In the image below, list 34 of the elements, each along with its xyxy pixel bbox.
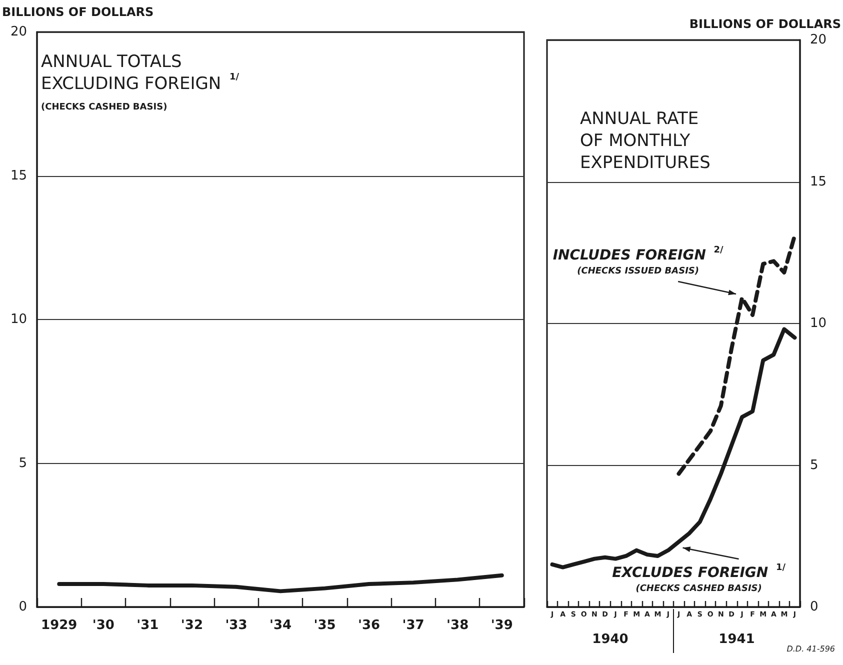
y-axis-title: BILLIONS OF DOLLARS	[689, 17, 842, 31]
x-tick-label: '38	[446, 618, 469, 633]
y-tick-label: 5	[810, 458, 818, 473]
annotation: (CHECKS ISSUED BASIS)	[577, 266, 700, 276]
x-tick-label: '35	[314, 618, 336, 633]
text: INCLUDES FOREIGN 2/	[552, 245, 724, 264]
x-tick-label: '39	[490, 618, 513, 633]
y-tick-label: 5	[18, 456, 27, 471]
y-tick-label: 20	[810, 32, 827, 48]
y-tick-label: 15	[810, 174, 827, 190]
y-axis-title: BILLIONS OF DOLLARS	[2, 5, 154, 19]
text: ANNUAL TOTALS EXCLUDING FOREIGN 1/	[41, 52, 240, 94]
y-tick-label: 10	[810, 316, 827, 331]
y-tick-label: 0	[18, 600, 27, 614]
text: ANNUAL RATE OF MONTHLY EXPENDITURES	[580, 109, 710, 173]
x-tick-label: 1929	[41, 618, 78, 633]
y-tick-label: 15	[10, 168, 27, 184]
x-tick-label: '31	[136, 618, 159, 633]
text: (CHECKS CASHED BASIS)	[41, 102, 168, 112]
annotation: (CHECKS CASHED BASIS)	[636, 584, 762, 594]
x-tick-label: '36	[358, 618, 380, 633]
y-tick-label: 10	[10, 312, 27, 327]
x-tick-label: '30	[92, 618, 114, 633]
x-tick-label: '37	[402, 618, 424, 633]
text: D.D. 41-596	[786, 644, 836, 654]
line-series	[57, 573, 504, 594]
y-tick-label: 0	[810, 600, 818, 614]
y-tick-label: 20	[10, 24, 27, 40]
text: 1940	[592, 632, 628, 647]
text: 1941	[718, 632, 755, 647]
x-tick-label: '33	[225, 618, 248, 633]
legend-label: EXCLUDES FOREIGN 1/	[612, 562, 786, 581]
x-tick-label: '32	[180, 618, 203, 633]
x-tick-label: '34	[269, 618, 292, 633]
